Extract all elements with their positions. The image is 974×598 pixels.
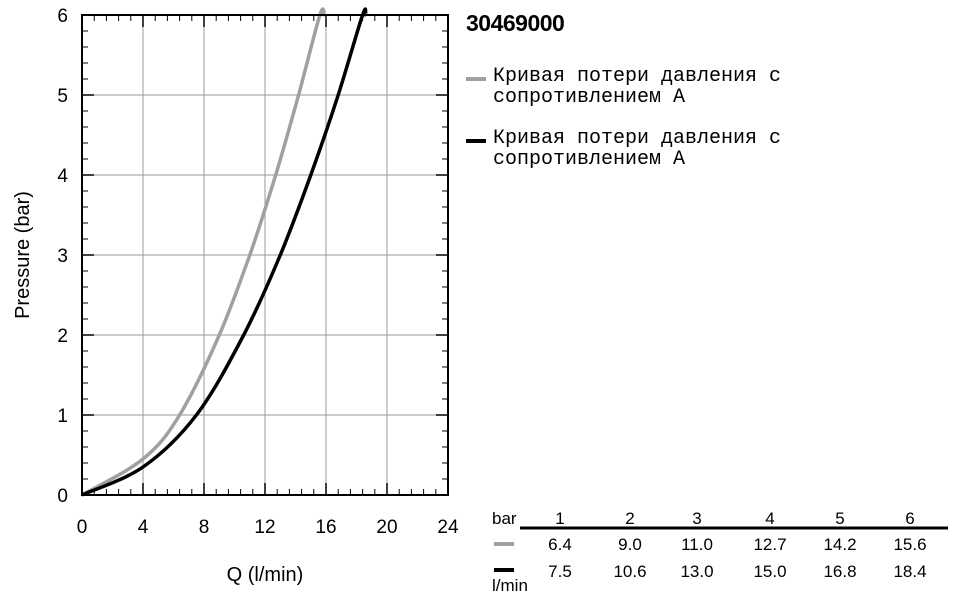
table-cell: 11.0 <box>681 535 713 554</box>
table-header-cell: 6 <box>905 509 914 528</box>
legend-swatch-black <box>466 139 486 143</box>
x-axis-title: Q (l/min) <box>227 564 304 586</box>
legend-swatch-grey <box>466 77 486 81</box>
y-tick-label: 1 <box>57 406 68 427</box>
legend: Кривая потери давления с сопротивлением … <box>466 66 966 190</box>
table-cell: 15.0 <box>753 562 786 581</box>
series-line-grey <box>81 7 327 497</box>
legend-label: Кривая потери давления с сопротивлением … <box>493 127 782 171</box>
table-header-cell: 3 <box>692 509 701 528</box>
y-tick-label: 5 <box>57 86 68 107</box>
series-line-black <box>81 7 368 497</box>
legend-item-grey: Кривая потери давления с сопротивлением … <box>466 66 966 108</box>
flow-table: bar 1 2 3 4 5 6 6.4 9.0 11.0 12.7 14.2 15.6 7.5 10.6 13… <box>492 509 948 595</box>
x-tick-label: 12 <box>254 517 275 538</box>
y-tick-label: 4 <box>57 166 68 187</box>
x-tick-label: 8 <box>199 517 210 538</box>
table-cell: 10.6 <box>613 562 646 581</box>
legend-item-black: Кривая потери давления с сопротивлением … <box>466 128 966 170</box>
chart-grid <box>82 15 448 495</box>
table-cell: 7.5 <box>548 562 572 581</box>
y-tick-label: 0 <box>57 486 68 507</box>
x-tick-label: 24 <box>437 517 459 538</box>
table-cell: 9.0 <box>618 535 642 554</box>
x-tick-label: 16 <box>315 517 336 538</box>
y-tick-label: 2 <box>57 326 68 347</box>
table-cell: 14.2 <box>823 535 856 554</box>
table-header-cell: 1 <box>555 509 564 528</box>
y-tick-label: 3 <box>57 246 68 267</box>
y-axis-title: Pressure (bar) <box>12 191 34 319</box>
legend-label: Кривая потери давления с сопротивлением … <box>493 65 782 109</box>
table-cell: 12.7 <box>753 535 786 554</box>
x-tick-label: 4 <box>138 517 149 538</box>
chart-series <box>81 7 368 497</box>
table-header-cell: 2 <box>625 509 634 528</box>
table-row-unit: l/min <box>492 576 528 595</box>
table-cell: 13.0 <box>680 562 713 581</box>
y-tick-label: 6 <box>57 6 68 27</box>
table-cell: 6.4 <box>548 535 572 554</box>
table-header-cell: 5 <box>835 509 844 528</box>
x-tick-label: 20 <box>376 517 397 538</box>
table-cell: 15.6 <box>893 535 926 554</box>
table-header-unit: bar <box>492 509 517 528</box>
x-tick-label: 0 <box>77 517 88 538</box>
table-cell: 18.4 <box>893 562 926 581</box>
table-cell: 16.8 <box>823 562 856 581</box>
product-code: 30469000 <box>466 10 565 36</box>
table-header-cell: 4 <box>765 509 774 528</box>
